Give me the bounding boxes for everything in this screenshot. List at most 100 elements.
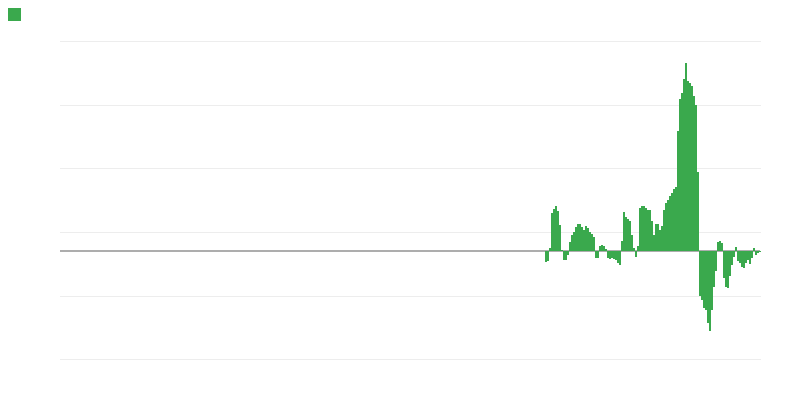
gridline <box>60 296 761 297</box>
bar <box>591 234 593 251</box>
bar <box>647 210 649 251</box>
bar <box>657 224 659 251</box>
bar <box>617 251 619 263</box>
bar <box>707 251 709 323</box>
bar <box>633 248 635 251</box>
bar <box>717 242 719 251</box>
gridline <box>60 168 761 169</box>
bar <box>665 203 667 251</box>
bar <box>667 200 669 251</box>
bar <box>703 251 705 308</box>
bar <box>571 235 573 251</box>
bar <box>661 226 663 251</box>
bar <box>729 251 731 276</box>
bar <box>741 251 743 267</box>
bar <box>677 131 679 251</box>
bar <box>679 99 681 251</box>
bar <box>623 212 625 251</box>
bar <box>655 224 657 251</box>
bar <box>671 193 673 251</box>
bar <box>669 196 671 251</box>
bar <box>581 227 583 251</box>
bar <box>629 221 631 251</box>
bar <box>631 235 633 251</box>
bar <box>645 208 647 251</box>
bar <box>675 187 677 251</box>
bar <box>637 246 639 251</box>
bar <box>681 93 683 251</box>
bar <box>695 105 697 251</box>
bar <box>699 251 701 296</box>
bar <box>547 251 549 261</box>
bar <box>583 230 585 251</box>
bar <box>593 237 595 251</box>
bar <box>621 241 623 251</box>
bar <box>689 83 691 251</box>
gridline <box>60 232 761 233</box>
bar <box>755 251 757 255</box>
bar <box>649 210 651 251</box>
bar <box>711 251 713 310</box>
bar <box>555 206 557 251</box>
bar <box>643 206 645 251</box>
bar <box>625 217 627 251</box>
bar <box>607 251 609 258</box>
bar <box>615 251 617 260</box>
bar <box>553 209 555 251</box>
bar <box>565 251 567 260</box>
bar <box>595 251 597 258</box>
bar <box>727 251 729 288</box>
gridline <box>60 359 761 360</box>
bar <box>575 227 577 251</box>
bar <box>721 243 723 251</box>
bar <box>753 248 755 251</box>
bar <box>745 251 747 263</box>
bar <box>569 242 571 251</box>
bar <box>731 251 733 265</box>
bar <box>739 251 741 263</box>
bar <box>697 172 699 251</box>
bar <box>759 251 761 252</box>
bar <box>627 219 629 251</box>
bar <box>559 225 561 251</box>
bar <box>573 232 575 251</box>
bar <box>691 86 693 251</box>
bar <box>589 232 591 251</box>
bar <box>685 63 687 251</box>
bar <box>713 251 715 287</box>
bar <box>749 251 751 264</box>
bar <box>751 251 753 258</box>
bar <box>663 210 665 251</box>
legend-swatch <box>8 8 21 21</box>
bar <box>641 206 643 251</box>
bar <box>597 251 599 258</box>
bar <box>605 249 607 251</box>
bar <box>549 248 551 251</box>
bar <box>611 251 613 258</box>
bar <box>567 251 569 255</box>
bar <box>747 251 749 260</box>
bar <box>705 251 707 310</box>
bar <box>723 251 725 278</box>
bar <box>603 246 605 251</box>
bar <box>599 246 601 251</box>
bar <box>715 251 717 271</box>
bar <box>737 251 739 261</box>
bar <box>651 221 653 251</box>
bar <box>687 81 689 251</box>
bar <box>563 251 565 260</box>
bar <box>683 79 685 251</box>
bar <box>709 251 711 331</box>
bar <box>579 224 581 251</box>
bar <box>757 251 759 253</box>
bar <box>585 226 587 251</box>
bar <box>653 235 655 251</box>
bar <box>619 251 621 265</box>
bar <box>673 189 675 251</box>
bar <box>551 213 553 251</box>
gridline <box>60 41 761 42</box>
bar <box>735 247 737 251</box>
bar <box>725 251 727 287</box>
bar <box>719 241 721 251</box>
